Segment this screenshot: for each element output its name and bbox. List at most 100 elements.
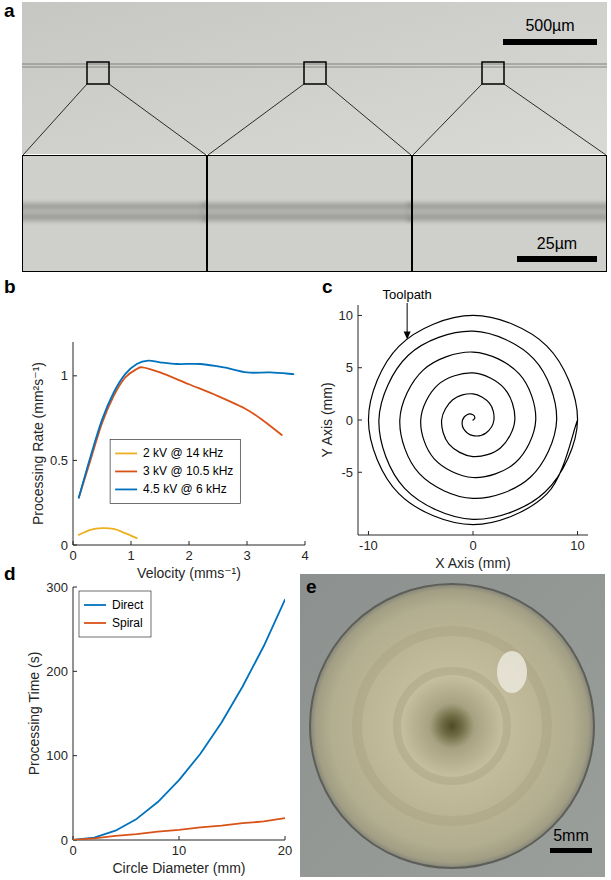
photo-e: 5mm [300,574,605,877]
series-line [79,367,282,497]
x-tick [247,541,248,545]
fiber-core [202,209,417,214]
residue-patch [497,651,527,693]
zoom-connector [23,84,87,155]
photo-background [300,574,605,877]
x-tick-label: 1 [127,548,134,563]
x-tick [179,836,180,840]
plot-area [368,315,577,524]
sample-disk [310,584,594,868]
legend-label: 4.5 kV @ 6 kHz [143,482,227,496]
x-tick-label: -10 [359,538,378,553]
annotation-arrowhead [404,332,411,340]
x-axis-title: Velocity (mms⁻¹) [137,565,241,581]
x-tick [305,541,306,545]
legend-box [79,591,151,637]
y-tick [358,367,362,368]
processing-ring [357,631,547,821]
zoom-connector [208,84,304,155]
legend: 2 kV @ 14 kHz3 kV @ 10.5 kHz4.5 kV @ 6 k… [110,439,240,503]
legend-label: Spiral [112,616,143,630]
zoom-connector [326,84,411,155]
scale-bar [503,39,597,45]
y-tick [73,460,77,461]
legend-swatch [115,453,137,455]
processing-ring [397,671,507,781]
photo-background [22,2,607,154]
scale-bar [550,848,592,853]
x-tick-label: 0 [69,548,76,563]
x-tick [577,531,578,535]
chart-c: -10 0 10 -5 0 5 10 X Axis (mm) Y Axis (mm) Toolpa… [319,287,588,571]
zoom-connector [504,84,606,155]
x-tick-label: 0 [469,538,476,553]
y-tick [358,420,362,421]
y-axis-line [73,342,74,545]
y-tick [73,545,77,546]
fiber-band [407,203,607,221]
legend-label: 3 kV @ 10.5 kHz [143,464,233,478]
scale-bar-label: 500µm [525,17,574,34]
y-tick-label: 0.5 [50,453,68,468]
y-tick-label: 10 [339,308,353,323]
x-tick [473,531,474,535]
plot-area [79,361,294,539]
y-tick-label: 1 [61,368,68,383]
zoom-strip [22,155,607,272]
x-axis-title: X Axis (mm) [435,555,510,571]
series-line [79,528,137,538]
x-tick-label: 2 [185,548,192,563]
chart-d: 010200100200300Circle Diameter (mm)Proce… [26,580,292,877]
y-axis-title: Y Axis (mm) [319,382,335,457]
annotation: Toolpath [383,287,432,302]
legend-swatch [115,471,137,473]
zoom-connector [109,84,206,155]
x-tick [73,541,74,545]
scale-bar-label: 5mm [553,827,589,844]
zoom-frame [23,156,207,272]
zoom-box [482,62,504,84]
y-tick [358,315,362,316]
photo-a: 500µm25µm [17,2,611,272]
series-line [73,818,285,840]
fiber-core [22,209,212,214]
fiber-core [407,209,607,214]
y-tick-label: 200 [46,664,68,679]
y-tick [73,755,77,756]
zoom-box [87,62,109,84]
legend-box [110,439,240,503]
y-tick-label: 0 [61,538,68,553]
x-tick-label: 4 [301,548,308,563]
x-axis-title: Circle Diameter (mm) [113,860,246,876]
y-axis-title: Processing Rate (mm²s⁻¹) [30,362,46,525]
y-axis-title: Processing Time (s) [26,652,42,776]
scale-bar [517,256,597,262]
series-line [368,315,577,524]
panel-letter: c [322,276,333,297]
x-tick-label: 20 [278,843,292,858]
x-tick-label: 10 [570,538,584,553]
y-tick-label: -5 [341,465,353,480]
y-tick [73,671,77,672]
panel-letter: d [4,563,16,584]
panel-letter: b [4,276,16,297]
y-tick [358,472,362,473]
y-tick-label: 300 [46,580,68,595]
zoom-frame [208,156,412,272]
x-tick [368,531,369,535]
panel-letter: e [306,576,317,597]
y-tick-label: 0 [346,413,353,428]
legend-swatch [84,622,106,624]
legend-swatch [84,604,106,606]
y-tick [73,375,77,376]
y-axis-line [73,587,74,840]
legend: DirectSpiral [79,591,151,637]
legend-swatch [115,489,137,491]
x-tick-label: 10 [172,843,186,858]
figure: 500µm25µma5mme0123400.51Velocity (mms⁻¹)… [0,0,611,880]
chart-b: 0123400.51Velocity (mms⁻¹)Processing Rat… [30,342,309,581]
x-tick [131,541,132,545]
y-tick-label: 0 [61,833,68,848]
y-tick-label: 5 [346,360,353,375]
zoom-box [304,62,326,84]
